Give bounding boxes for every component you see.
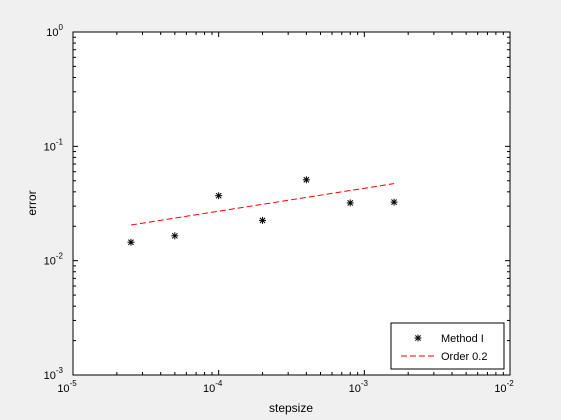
legend-label: Method I <box>441 333 484 345</box>
legend: Method I Order 0.2 <box>390 322 505 370</box>
series-order-line <box>130 183 395 226</box>
x-tick-label: 10-2 <box>494 379 514 395</box>
data-point <box>390 198 398 206</box>
x-tick-label: 10-4 <box>203 379 223 395</box>
y-tick-label: 100 <box>46 23 63 39</box>
plot-area <box>72 31 511 376</box>
marker-stroke <box>171 232 178 239</box>
tick-labels: 10-5 10-4 10-3 10-2 10-3 10-2 10-1 100 <box>44 23 515 395</box>
marker-stroke <box>303 176 310 183</box>
marker-stroke <box>127 239 134 246</box>
data-point <box>259 216 267 224</box>
x-tick-label: 10-3 <box>349 379 369 395</box>
y-axis-label: error <box>25 190 39 215</box>
marker-stroke <box>215 192 222 199</box>
y-tick-label: 10-3 <box>44 366 64 382</box>
data-point <box>171 232 179 240</box>
y-tick-label: 10-1 <box>44 137 64 153</box>
legend-marker <box>414 334 422 342</box>
y-tick-label: 10-2 <box>44 252 64 268</box>
axis-ticks <box>72 32 510 376</box>
legend-label: Order 0.2 <box>441 351 487 363</box>
order-line <box>130 183 395 226</box>
marker-stroke <box>391 199 398 206</box>
x-axis-label: stepsize <box>269 401 313 415</box>
marker-stroke <box>415 335 421 341</box>
data-point <box>302 176 310 184</box>
x-tick-label: 10-5 <box>57 379 77 395</box>
legend-box <box>390 322 505 370</box>
data-point <box>127 238 135 246</box>
marker-stroke <box>259 217 266 224</box>
data-point <box>346 199 354 207</box>
data-point <box>215 192 223 200</box>
marker-stroke <box>347 199 354 206</box>
series-method-markers <box>127 176 398 246</box>
